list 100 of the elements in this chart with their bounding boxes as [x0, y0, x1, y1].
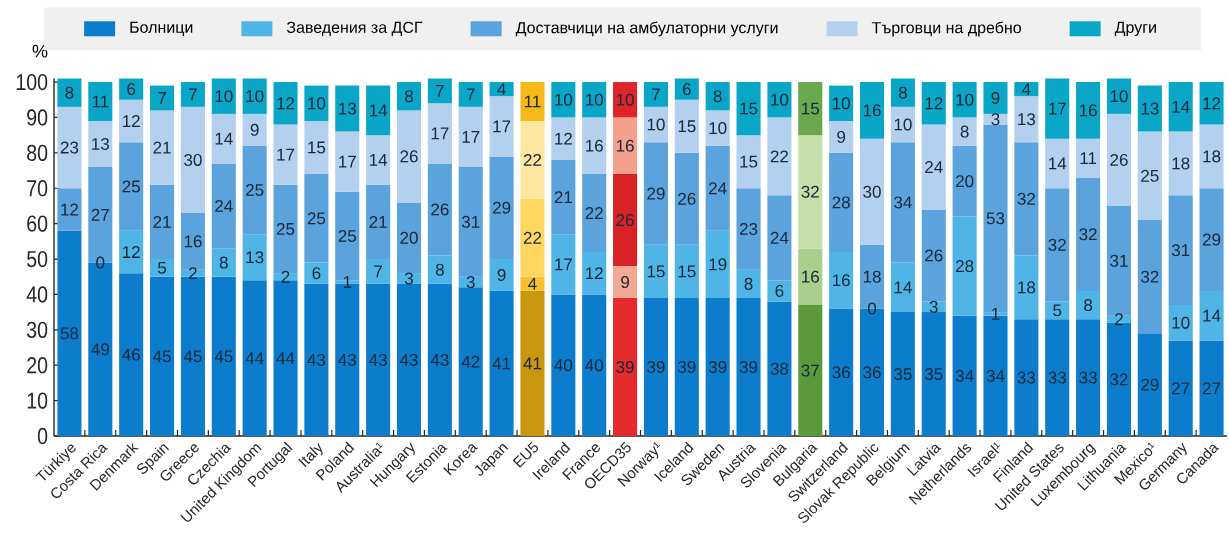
data-label: 29	[492, 201, 511, 214]
data-label: 43	[369, 353, 387, 366]
bar	[798, 135, 823, 249]
bar	[674, 99, 699, 153]
data-label: 9	[621, 276, 629, 289]
bar	[1106, 113, 1131, 206]
data-label: 6	[775, 284, 784, 297]
data-label: 27	[1172, 382, 1190, 395]
bar	[119, 142, 144, 231]
bar	[180, 106, 205, 214]
data-label: 39	[616, 360, 634, 373]
data-label: 4	[1022, 83, 1031, 95]
data-label: 17	[462, 131, 480, 143]
data-label: 29	[647, 187, 665, 200]
bar	[458, 106, 483, 167]
data-label: 35	[924, 368, 943, 381]
data-label: 7	[436, 85, 444, 97]
data-label: 4	[497, 83, 506, 95]
bar	[57, 78, 82, 107]
data-label: 6	[312, 267, 321, 280]
data-label: 12	[123, 246, 140, 258]
bar	[304, 85, 329, 121]
bar	[119, 78, 144, 100]
data-label: 26	[616, 214, 634, 227]
data-label: 8	[435, 263, 444, 276]
data-label: 26	[431, 203, 449, 216]
bar	[211, 276, 236, 436]
data-label: 5	[1053, 304, 1062, 317]
data-label: 31	[461, 215, 480, 228]
data-label: 14	[1203, 309, 1221, 322]
legend-label: Болници	[130, 21, 193, 36]
bar	[304, 262, 329, 284]
data-label: 8	[405, 90, 413, 103]
data-label: 34	[986, 369, 1005, 382]
data-label: 3	[466, 276, 475, 289]
bar	[829, 251, 854, 309]
bar	[1045, 138, 1070, 189]
bar	[551, 159, 576, 235]
bar	[551, 294, 576, 436]
data-label: 24	[770, 231, 789, 244]
bar	[458, 82, 483, 107]
bar	[489, 156, 514, 260]
bar	[952, 315, 977, 436]
bar	[705, 82, 730, 111]
bar	[366, 135, 391, 185]
data-label: 1	[343, 276, 352, 288]
bar	[150, 85, 175, 111]
bar	[829, 152, 854, 252]
data-label: 12	[277, 97, 295, 110]
bar	[1168, 195, 1193, 306]
data-label: 15	[678, 265, 696, 278]
data-label: 26	[925, 249, 943, 262]
bar	[767, 195, 792, 281]
bar	[767, 301, 792, 436]
bar	[1137, 220, 1162, 334]
bar	[736, 188, 761, 270]
data-label: 28	[832, 196, 850, 209]
data-label: 15	[740, 102, 758, 115]
data-label: 15	[308, 141, 326, 154]
data-label: 36	[832, 366, 850, 379]
bar	[88, 82, 113, 121]
data-label: 17	[493, 120, 511, 133]
bar	[613, 266, 638, 298]
bar	[1168, 305, 1193, 341]
bar	[150, 110, 175, 185]
bar	[211, 163, 236, 249]
bar	[1199, 188, 1224, 291]
annotation: 0	[96, 256, 105, 269]
data-label: 36	[863, 366, 881, 379]
bar	[1137, 131, 1162, 221]
data-label: 20	[400, 231, 418, 244]
data-label: 37	[801, 364, 819, 377]
data-label: 12	[586, 267, 603, 280]
data-label: 3	[929, 300, 938, 313]
data-label: 25	[307, 212, 326, 225]
bar	[705, 145, 730, 231]
y-tick-label: 20	[27, 357, 48, 374]
bar	[705, 230, 730, 298]
bar	[643, 297, 668, 436]
data-label: 13	[339, 102, 356, 115]
data-label: 24	[925, 161, 943, 173]
data-label: 7	[374, 265, 382, 278]
bar	[427, 103, 452, 164]
data-label: 8	[898, 86, 907, 99]
bar	[829, 85, 854, 121]
bar	[798, 305, 823, 436]
bar	[304, 174, 329, 263]
data-label: 13	[1141, 102, 1159, 115]
bar	[489, 96, 514, 157]
bar	[674, 297, 699, 436]
data-label: 16	[1079, 104, 1097, 117]
data-label: 21	[554, 191, 572, 204]
data-label: 22	[585, 207, 603, 219]
bar	[427, 78, 452, 104]
bar	[211, 113, 236, 164]
data-label: 10	[616, 93, 634, 106]
data-label: 16	[863, 104, 881, 117]
data-label: 8	[219, 256, 228, 269]
bar	[921, 124, 946, 210]
bar	[1014, 255, 1039, 320]
